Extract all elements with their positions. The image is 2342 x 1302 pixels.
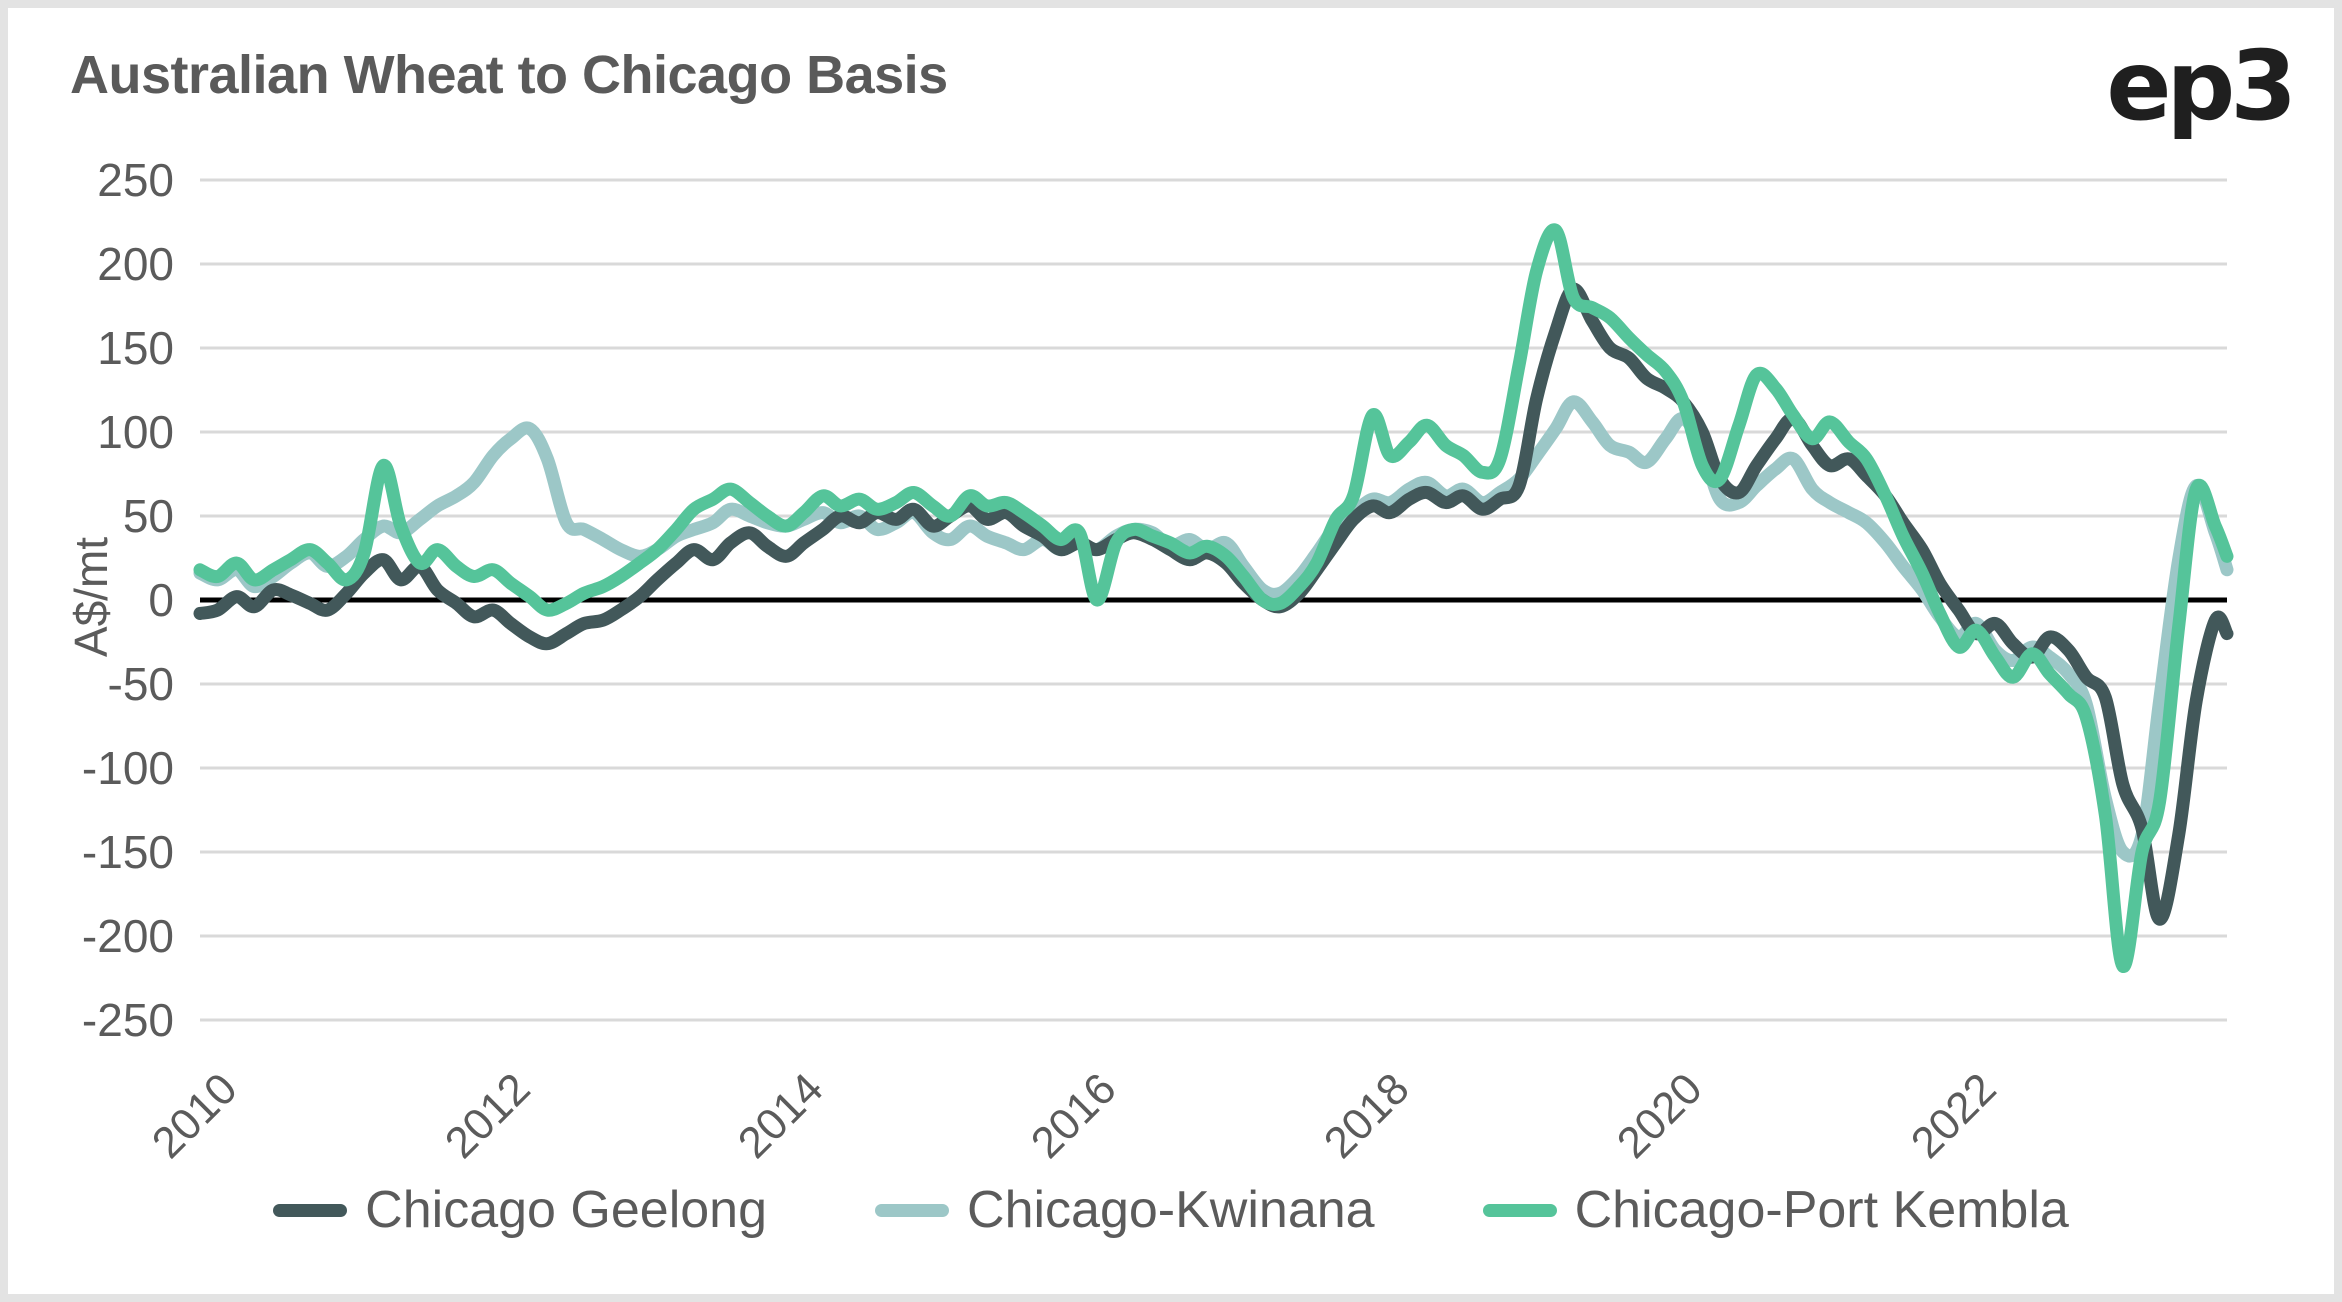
y-axis-tick-label: 200 xyxy=(97,238,174,290)
legend-item[interactable]: Chicago Geelong xyxy=(273,1180,767,1240)
y-axis-tick-label: 100 xyxy=(97,406,174,458)
y-axis-tick-label: 250 xyxy=(97,154,174,206)
legend-label: Chicago-Port Kembla xyxy=(1574,1181,2069,1239)
y-axis-tick-label: 50 xyxy=(122,490,174,542)
legend-swatch-icon xyxy=(273,1203,348,1217)
legend-item[interactable]: Chicago-Port Kembla xyxy=(1482,1180,2069,1240)
chart-legend: Chicago Geelong Chicago-Kwinana Chicago-Po… xyxy=(8,1180,2334,1240)
series-line xyxy=(193,395,2234,863)
y-axis-tick-label: -250 xyxy=(81,994,174,1046)
ep3-logo: ep3 xyxy=(2106,30,2297,142)
plot-area: 250 200 150 100 50 0 -50 -100 -150 -200 -250 2010 2… xyxy=(8,8,2334,1294)
page-title: Australian Wheat to Chicago Basis xyxy=(70,45,948,105)
legend-swatch-icon xyxy=(1482,1203,1557,1217)
y-axis-tick-label: -100 xyxy=(81,742,174,794)
legend-label: Chicago Geelong xyxy=(365,1181,768,1239)
chart-card: Australian Wheat to Chicago Basis ep3 A$… xyxy=(8,8,2334,1294)
y-axis-tick-label: 0 xyxy=(148,574,174,626)
y-axis-tick-label: -150 xyxy=(81,826,174,878)
y-axis-tick-label: 150 xyxy=(97,322,174,374)
series-line xyxy=(193,223,2234,973)
y-axis-tick-label: -200 xyxy=(81,910,174,962)
legend-swatch-icon xyxy=(875,1203,950,1217)
legend-item[interactable]: Chicago-Kwinana xyxy=(875,1180,1375,1240)
series-line xyxy=(193,282,2234,926)
legend-label: Chicago-Kwinana xyxy=(967,1181,1375,1239)
y-axis-tick-label: -50 xyxy=(107,658,174,710)
chart-svg xyxy=(193,178,2234,1022)
